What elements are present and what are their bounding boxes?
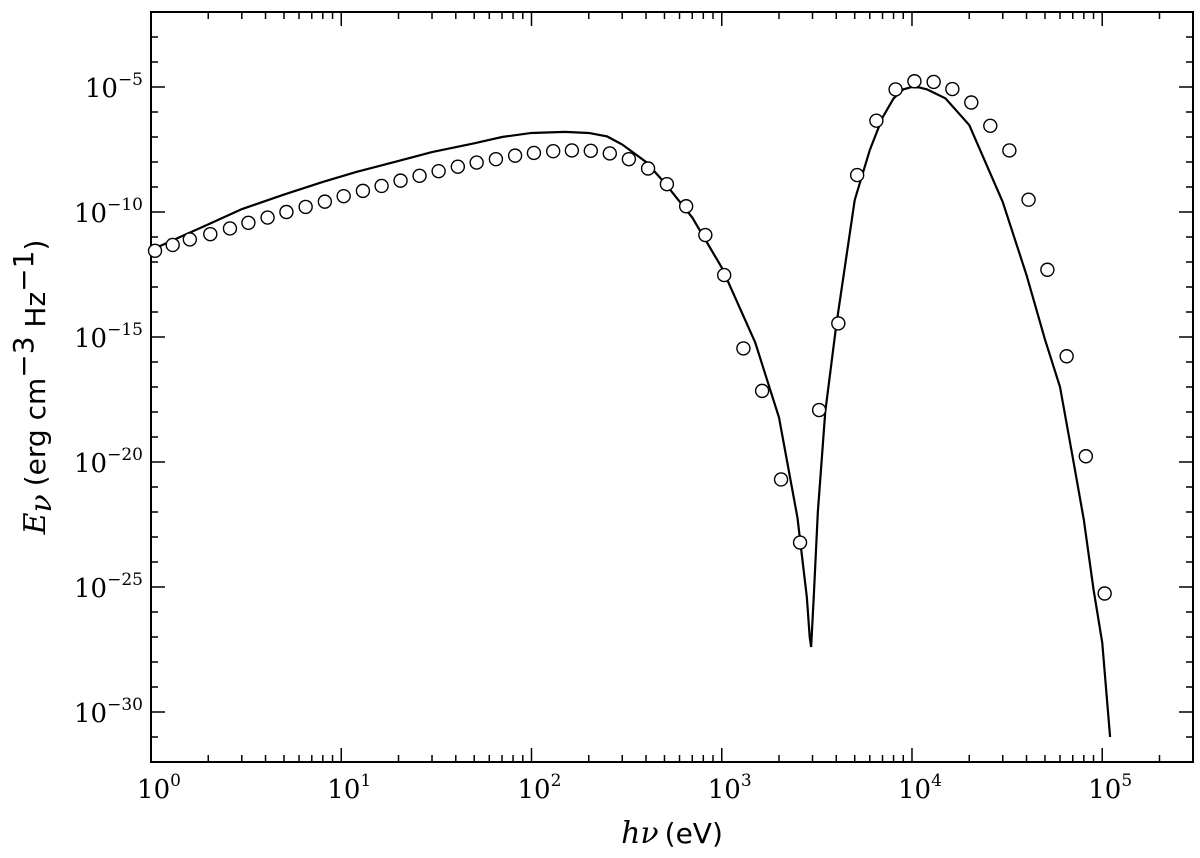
data-point — [678, 199, 694, 214]
y-axis-label-unit-exp1: −3 — [7, 336, 40, 377]
data-point — [1040, 262, 1055, 277]
x-tick-label: 105 — [1088, 771, 1132, 805]
axis-tick-labels: 100 101 102 103 104 105 10−5 10−10 10−15 10−20 10−… — [74, 70, 1132, 805]
x-axis-label-unit: (eV) — [665, 817, 723, 850]
y-axis-label-var: E — [18, 512, 53, 535]
model-curve — [150, 85, 1112, 738]
y-axis-label-unit-mid: Hz — [19, 292, 52, 337]
data-point — [317, 194, 333, 209]
data-point — [279, 204, 294, 220]
data-point — [698, 227, 713, 243]
data-point — [222, 221, 238, 236]
data-point — [374, 178, 389, 194]
x-tick-label: 100 — [137, 771, 181, 805]
data-point — [888, 82, 903, 97]
data-point — [659, 176, 675, 192]
data-point — [831, 316, 846, 331]
data-point — [1059, 349, 1074, 364]
data-point — [1078, 449, 1094, 464]
data-point — [583, 143, 598, 159]
data-point — [621, 151, 637, 167]
data-point — [545, 144, 561, 159]
data-point — [602, 146, 617, 161]
data-point — [983, 118, 998, 134]
y-axis-label-sub: ν — [24, 494, 59, 512]
data-point — [298, 199, 313, 215]
data-point — [469, 155, 484, 170]
data-point — [849, 167, 865, 183]
data-point — [564, 143, 580, 158]
x-tick-label: 102 — [518, 771, 562, 805]
y-tick-label: 10−30 — [74, 695, 143, 729]
data-point — [431, 163, 446, 179]
data-point — [811, 402, 827, 418]
data-point — [1021, 192, 1036, 207]
data-point — [1002, 143, 1017, 158]
y-tick-label: 10−25 — [74, 570, 143, 604]
data-point — [147, 243, 163, 259]
y-tick-label: 10−5 — [85, 70, 143, 104]
data-point — [640, 161, 656, 176]
data-point — [450, 159, 466, 174]
y-tick-label: 10−10 — [74, 195, 143, 229]
plot-area — [147, 74, 1112, 738]
data-point — [393, 173, 408, 188]
y-axis-label-unit-open: (erg cm — [19, 378, 52, 487]
axis-ticks — [150, 12, 1193, 762]
svg-text:Eν(erg cm−3 Hz−1): Eν (erg cm−3 Hz−1) — [7, 240, 59, 536]
data-point — [260, 210, 275, 225]
y-axis-label-unit-exp2: −1 — [7, 251, 40, 292]
plot-frame — [150, 11, 1194, 763]
data-point — [907, 74, 922, 89]
data-point — [412, 168, 427, 184]
data-point — [355, 183, 371, 199]
data-point — [945, 81, 960, 97]
y-axis-label: Eν (erg cm−3 Hz−1) — [7, 240, 59, 536]
y-tick-label: 10−15 — [74, 320, 143, 354]
x-axis-label-var: hν — [621, 816, 659, 851]
data-point — [773, 472, 789, 487]
data-point — [1097, 586, 1112, 601]
data-point — [792, 535, 808, 550]
data-point — [736, 341, 751, 356]
data-point — [336, 188, 351, 204]
data-point — [241, 215, 256, 230]
data-markers — [147, 74, 1112, 601]
data-point — [507, 148, 523, 163]
data-point — [182, 232, 198, 247]
y-tick-label: 10−20 — [74, 445, 143, 479]
data-point — [716, 267, 732, 283]
data-point — [869, 113, 884, 128]
data-point — [754, 383, 770, 399]
x-tick-label: 101 — [327, 771, 371, 805]
x-tick-label: 104 — [898, 771, 942, 805]
data-point — [203, 226, 218, 242]
data-point — [926, 74, 941, 90]
data-point — [964, 95, 979, 110]
y-axis-label-unit-close: ) — [19, 240, 52, 251]
data-point — [526, 145, 542, 161]
data-point — [488, 151, 504, 167]
data-point — [165, 237, 180, 253]
x-tick-label: 103 — [708, 771, 752, 805]
x-axis-label: hν (eV) — [621, 816, 723, 851]
